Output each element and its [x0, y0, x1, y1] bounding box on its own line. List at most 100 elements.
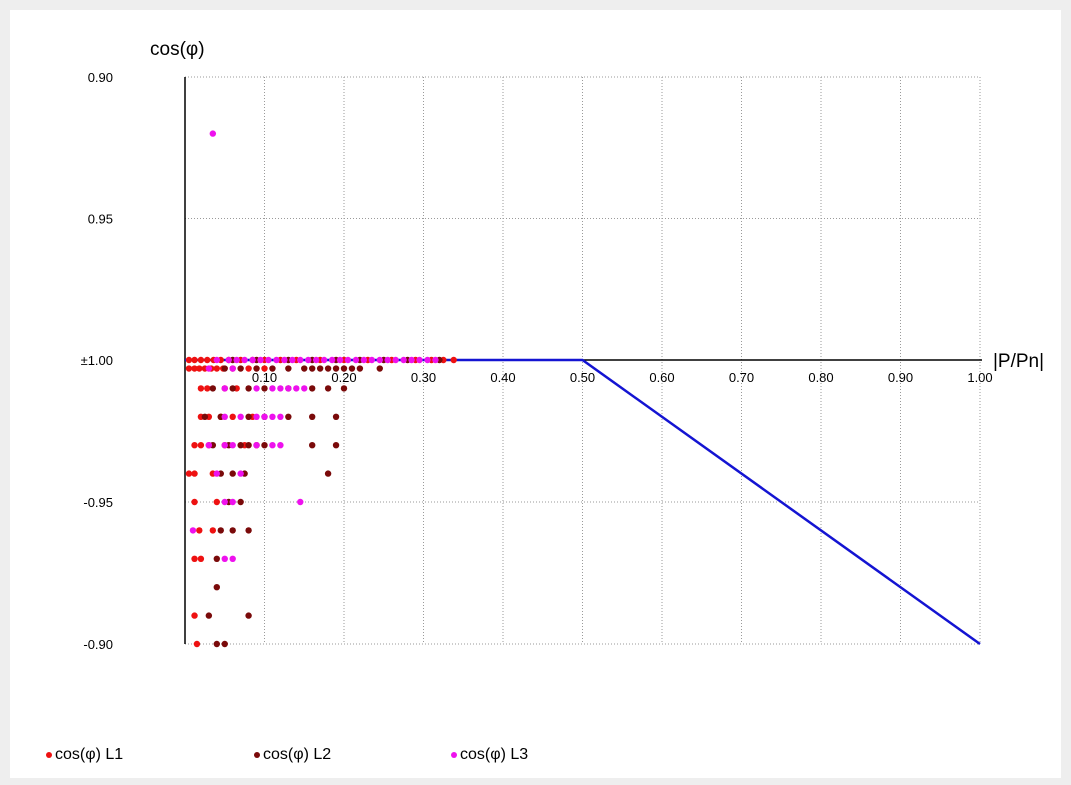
data-point-l3: [237, 470, 244, 477]
data-point-l2: [332, 442, 340, 449]
data-point-l3: [221, 413, 228, 420]
data-point-l3: [221, 555, 228, 562]
data-point-l1: [204, 385, 211, 392]
data-point-l1: [213, 365, 220, 372]
data-point-l2: [324, 385, 332, 392]
data-point-l2: [201, 413, 209, 420]
data-point-l3: [392, 356, 399, 364]
x-tick-label: 0.60: [649, 370, 674, 385]
data-point-l2: [376, 365, 383, 372]
data-point-l2: [237, 365, 244, 372]
data-point-l2: [316, 365, 324, 372]
legend-marker-l2: [254, 752, 260, 758]
data-point-l2: [309, 413, 316, 420]
legend-label-l1: cos(φ) L1: [55, 746, 124, 763]
data-point-l3: [297, 498, 304, 506]
data-point-l3: [261, 413, 268, 420]
data-point-l2: [237, 498, 244, 506]
data-point-l3: [229, 365, 236, 372]
data-point-l3: [221, 498, 228, 506]
data-point-l3: [269, 385, 276, 392]
data-point-l3: [253, 442, 260, 449]
data-point-l3: [233, 356, 240, 364]
data-point-l1: [185, 470, 193, 477]
data-point-l2: [269, 365, 276, 372]
data-point-l2: [309, 385, 316, 392]
data-point-l2: [285, 413, 292, 420]
data-point-l2: [253, 365, 260, 372]
data-point-l1: [197, 442, 205, 449]
data-point-l2: [205, 612, 213, 619]
data-point-l1: [191, 365, 198, 372]
data-point-l3: [416, 356, 423, 364]
data-point-l3: [297, 356, 304, 364]
y-tick-label: -0.90: [83, 637, 113, 652]
scatter-chart: 0.90 0.95 ±1.00 -0.95 -0.90 0.10 0.20 0.30 0.40 0…: [81, 39, 1045, 652]
data-point-l3: [221, 442, 228, 449]
data-point-l3: [237, 413, 244, 420]
data-point-l3: [253, 413, 260, 420]
data-point-l1: [191, 612, 198, 619]
data-point-l3: [253, 385, 260, 392]
x-tick-label: 0.20: [331, 370, 356, 385]
y-tick-label: ±1.00: [81, 353, 113, 368]
data-point-l1: [197, 356, 205, 364]
data-point-l2: [340, 365, 348, 372]
data-point-l1: [450, 356, 457, 364]
x-tick-label: 0.10: [252, 370, 277, 385]
data-point-l3: [189, 527, 197, 534]
data-point-l3: [269, 413, 276, 420]
x-tick-label: 0.90: [888, 370, 913, 385]
data-point-l3: [376, 356, 383, 364]
data-point-l3: [205, 442, 213, 449]
data-point-l3: [249, 356, 256, 364]
data-point-l2: [301, 365, 308, 372]
data-point-l3: [269, 442, 276, 449]
data-point-l2: [245, 527, 252, 534]
x-tick-label: 0.80: [808, 370, 833, 385]
data-point-l2: [261, 385, 268, 392]
data-point-l2: [209, 385, 217, 392]
data-point-l2: [229, 470, 236, 477]
data-point-l2: [213, 640, 220, 648]
data-point-l1: [261, 365, 268, 372]
x-tick-label: 0.40: [490, 370, 515, 385]
data-point-l3: [229, 498, 236, 506]
data-point-l3: [408, 356, 415, 364]
legend-item-l3: cos(φ) L3: [451, 746, 528, 764]
data-point-l2: [213, 584, 220, 591]
data-point-l2: [245, 612, 252, 619]
data-point-l3: [225, 356, 232, 364]
data-point-l3: [293, 385, 300, 392]
data-point-l2: [356, 365, 364, 372]
legend-label-l2: cos(φ) L2: [263, 746, 332, 763]
legend-item-l1: cos(φ) L1: [46, 746, 123, 764]
data-point-l1: [191, 356, 198, 364]
data-point-l1: [193, 640, 201, 648]
legend-label-l3: cos(φ) L3: [460, 746, 529, 763]
data-point-l3: [257, 356, 264, 364]
data-point-l3: [241, 356, 248, 364]
data-point-l3: [285, 385, 292, 392]
y-axis-title: cos(φ): [150, 39, 205, 60]
data-point-l3: [336, 356, 344, 364]
legend-item-l2: cos(φ) L2: [254, 746, 331, 764]
legend-marker-l1: [46, 752, 52, 758]
data-point-l3: [229, 442, 236, 449]
data-point-l3: [432, 356, 439, 364]
data-point-l3: [289, 356, 296, 364]
data-point-l2: [213, 555, 220, 562]
data-point-l1: [204, 356, 211, 364]
data-point-l1: [191, 498, 198, 506]
data-point-l3: [328, 356, 336, 364]
x-tick-label: 0.50: [570, 370, 595, 385]
data-point-l3: [273, 356, 280, 364]
data-point-l2: [324, 470, 332, 477]
data-point-l1: [185, 365, 193, 372]
y-tick-label: 0.90: [88, 70, 113, 85]
data-point-l2: [229, 385, 236, 392]
data-point-l2: [324, 365, 332, 372]
data-point-l3: [301, 385, 308, 392]
data-point-l3: [281, 356, 288, 364]
data-point-l1: [185, 356, 193, 364]
